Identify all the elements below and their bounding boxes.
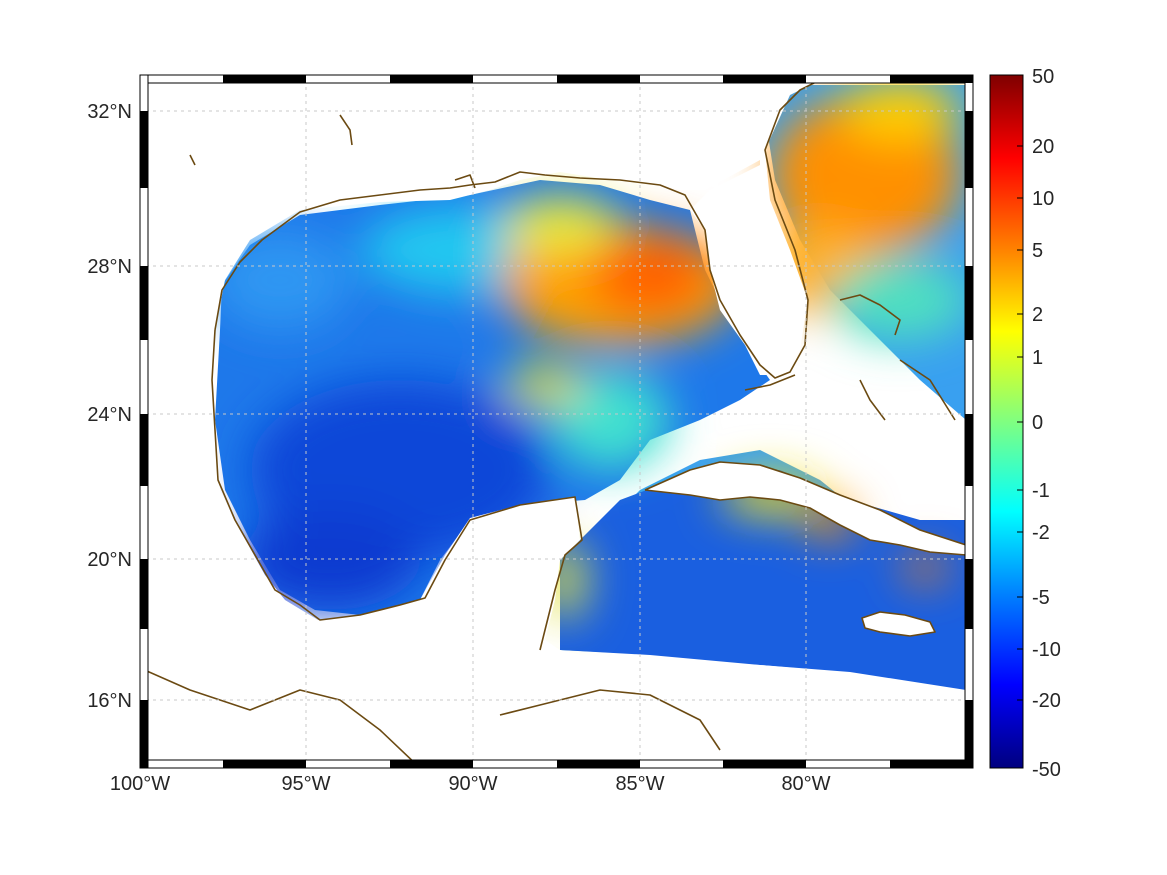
us-gulf-coast-land xyxy=(146,80,760,330)
anomaly-blobs xyxy=(210,80,966,620)
y-tick-label: 20°N xyxy=(87,549,132,571)
x-tick-label: 85°W xyxy=(615,773,664,795)
anomaly-blob xyxy=(505,365,585,405)
anomaly-blob xyxy=(590,235,710,315)
y-tick-label: 32°N xyxy=(87,101,132,123)
anomaly-blob xyxy=(830,260,966,340)
colorbar-tick-label: -1 xyxy=(1032,480,1050,502)
colorbar-ticks: 50 20 10 5 2 1 0 -1 -2 -5 -10 -20 -50 xyxy=(1032,66,1061,781)
colorbar-tick-label: 0 xyxy=(1032,412,1043,434)
x-tick-label: 100°W xyxy=(110,773,170,795)
y-tick-label: 16°N xyxy=(87,690,132,712)
cuba-coastline xyxy=(644,461,966,556)
anomaly-blob xyxy=(903,554,947,582)
florida-keys-coastline xyxy=(744,374,796,391)
colorbar-tick-label: 20 xyxy=(1032,136,1054,158)
central-america-coastline xyxy=(146,669,413,760)
islands-coastline xyxy=(189,114,476,189)
jamaica-coastline xyxy=(861,611,936,637)
colorbar-tick-label: 2 xyxy=(1032,304,1043,326)
jamaica xyxy=(862,612,935,636)
colorbar-tick-label: 10 xyxy=(1032,188,1054,210)
colorbar-tick-label: 1 xyxy=(1032,347,1043,369)
x-axis-ticks: 100°W 95°W 90°W 85°W 80°W xyxy=(110,773,831,795)
land xyxy=(146,80,966,760)
mexico-land xyxy=(146,330,966,760)
colorbar-tick-label: -20 xyxy=(1032,690,1061,712)
y-tick-label: 28°N xyxy=(87,256,132,278)
anomaly-blob xyxy=(210,230,350,330)
colorbar-tick-label: 50 xyxy=(1032,66,1054,88)
colorbar-tick-label: -5 xyxy=(1032,587,1050,609)
x-tick-label: 80°W xyxy=(781,773,830,795)
y-axis-ticks: 32°N 28°N 24°N 20°N 16°N xyxy=(87,101,132,712)
colorbar-tick-label: -2 xyxy=(1032,522,1050,544)
colorbar: 50 20 10 5 2 1 0 -1 -2 -5 -10 -20 -50 xyxy=(989,66,1061,781)
y-tick-label: 24°N xyxy=(87,404,132,426)
cuba xyxy=(645,462,966,555)
x-tick-label: 90°W xyxy=(448,773,497,795)
mexico-coastline xyxy=(211,329,583,651)
colorbar-tick-label: -10 xyxy=(1032,639,1061,661)
heat-field xyxy=(210,80,966,690)
map-frame xyxy=(139,74,974,769)
bahamas-coastline xyxy=(839,294,956,421)
us-gulf-coastline xyxy=(214,80,822,379)
colorbar-tick-label: 5 xyxy=(1032,240,1043,262)
colorbar-tick-label: -50 xyxy=(1032,759,1061,781)
anomaly-blob xyxy=(240,510,420,610)
honduras-coastline xyxy=(499,689,721,751)
anomaly-blob xyxy=(500,195,620,255)
anomaly-blob xyxy=(840,80,960,140)
coastlines xyxy=(146,80,966,760)
plot-area xyxy=(146,80,966,760)
x-tick-label: 95°W xyxy=(281,773,330,795)
grid-lines xyxy=(146,80,966,760)
florida-peninsula xyxy=(690,80,820,375)
